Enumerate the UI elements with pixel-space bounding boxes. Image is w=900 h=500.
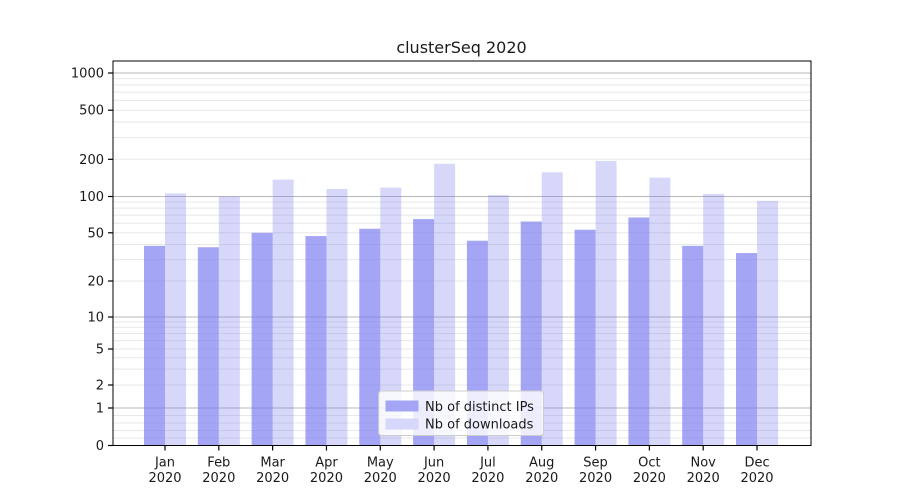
chart-title: clusterSeq 2020 [396, 38, 526, 57]
bar-downloads-nov [703, 193, 725, 446]
y-tick-label: 1000 [71, 67, 104, 82]
x-tick-label-month: Sep [583, 456, 608, 471]
bar-distinct-ips-may [359, 228, 381, 446]
bar-downloads-apr [326, 188, 348, 446]
legend-label-downloads: Nb of downloads [425, 418, 534, 433]
bars [144, 160, 779, 446]
bar-distinct-ips-nov [682, 245, 704, 446]
x-tick-label-month: Mar [260, 456, 285, 471]
bar-downloads-feb [218, 196, 240, 446]
bar-distinct-ips-oct [628, 217, 650, 446]
x-tick-label-month: Nov [691, 456, 717, 471]
x-tick-label-year: 2020 [579, 471, 612, 486]
bar-distinct-ips-mar [251, 232, 273, 446]
legend-swatch-downloads [385, 418, 419, 430]
y-tick-label: 20 [87, 275, 104, 290]
y-tick-label: 100 [79, 190, 104, 205]
x-tick-label-year: 2020 [148, 471, 181, 486]
x-tick-label-month: May [367, 456, 394, 471]
x-tick-label-month: Jul [479, 456, 496, 471]
bar-distinct-ips-sep [574, 229, 596, 446]
y-tick-label: 2 [96, 379, 104, 394]
x-tick-label-month: Dec [744, 456, 769, 471]
x-tick-label-month: Feb [207, 456, 230, 471]
x-tick-label-year: 2020 [310, 471, 343, 486]
bar-downloads-jul [487, 194, 509, 446]
x-tick-label-month: Jun [423, 456, 444, 471]
x-tick-label-month: Aug [529, 456, 554, 471]
bar-downloads-oct [649, 177, 671, 446]
x-tick-label-year: 2020 [740, 471, 773, 486]
y-tick-label: 200 [79, 153, 104, 168]
bar-distinct-ips-jan [144, 245, 165, 446]
y-tick-label: 500 [79, 104, 104, 119]
bar-downloads-dec [757, 200, 779, 446]
bar-distinct-ips-dec [736, 253, 758, 446]
x-tick-label-month: Oct [638, 456, 660, 471]
bar-distinct-ips-aug [520, 221, 542, 446]
y-tick-label: 1 [96, 402, 104, 417]
legend-box [378, 390, 544, 436]
x-tick-label-year: 2020 [633, 471, 666, 486]
y-tick-label: 50 [87, 226, 104, 241]
legend-swatch-distinct-ips [385, 400, 419, 412]
bar-downloads-sep [595, 160, 617, 446]
bar-downloads-may [380, 187, 402, 446]
bar-downloads-aug [541, 172, 563, 446]
x-tick-label-year: 2020 [471, 471, 504, 486]
x-tick-label-year: 2020 [687, 471, 720, 486]
x-axis: Jan2020Feb2020Mar2020Apr2020May2020Jun20… [148, 445, 774, 486]
x-tick-label-month: Apr [315, 456, 338, 471]
legend-label-distinct-ips: Nb of distinct IPs [425, 400, 534, 415]
legend: Nb of distinct IPs Nb of downloads [378, 390, 544, 436]
x-tick-label-month: Jan [154, 456, 175, 471]
x-tick-label-year: 2020 [256, 471, 289, 486]
bar-distinct-ips-jun [413, 219, 435, 446]
bar-distinct-ips-feb [197, 247, 219, 446]
x-tick-label-year: 2020 [525, 471, 558, 486]
y-axis: 0 1 2 5 10 20 50 100 200 500 1000 [71, 67, 113, 454]
x-tick-label-year: 2020 [364, 471, 397, 486]
y-tick-label: 10 [87, 311, 104, 326]
x-tick-label-year: 2020 [418, 471, 451, 486]
bar-downloads-jan [165, 193, 186, 446]
x-tick-label-year: 2020 [202, 471, 235, 486]
bar-downloads-mar [272, 179, 294, 446]
y-tick-label: 0 [96, 439, 104, 454]
bar-distinct-ips-apr [305, 236, 327, 446]
y-tick-label: 5 [96, 343, 104, 358]
bar-downloads-jun [434, 163, 456, 446]
plot-frame [112, 60, 812, 446]
